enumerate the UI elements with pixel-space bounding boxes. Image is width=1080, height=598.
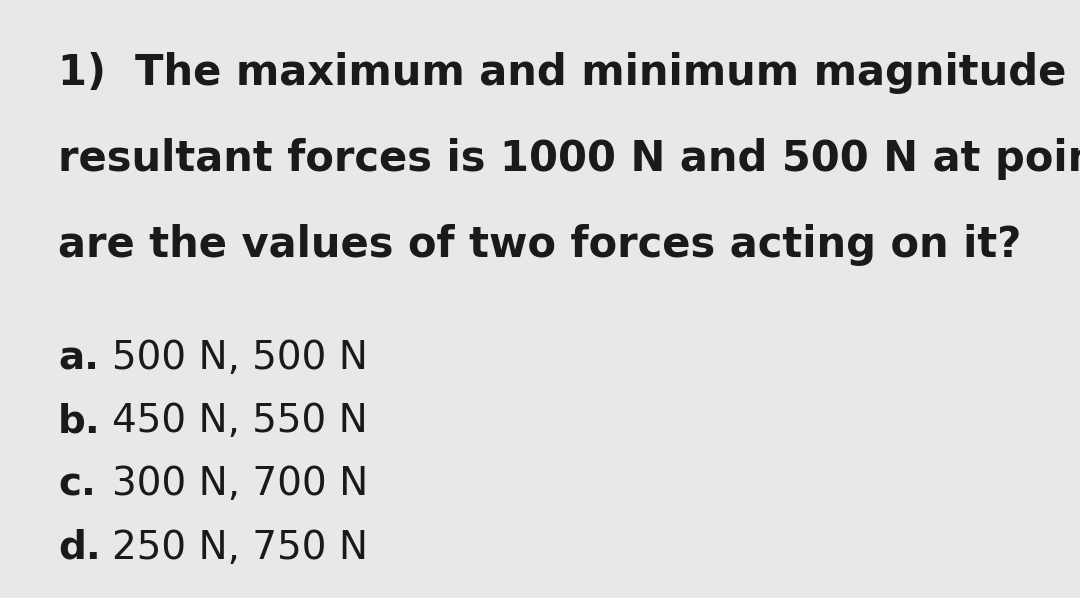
Text: 300 N, 700 N: 300 N, 700 N	[112, 465, 368, 504]
Text: resultant forces is 1000 N and 500 N at point. What: resultant forces is 1000 N and 500 N at …	[58, 138, 1080, 180]
Text: d.: d.	[58, 529, 100, 567]
Text: a.: a.	[58, 339, 99, 377]
Text: 250 N, 750 N: 250 N, 750 N	[112, 529, 368, 567]
Text: 1)  The maximum and minimum magnitude of: 1) The maximum and minimum magnitude of	[58, 52, 1080, 94]
Text: b.: b.	[58, 402, 100, 440]
Text: 500 N, 500 N: 500 N, 500 N	[112, 339, 367, 377]
Text: c.: c.	[58, 465, 96, 504]
Text: are the values of two forces acting on it?: are the values of two forces acting on i…	[58, 224, 1022, 266]
Text: 450 N, 550 N: 450 N, 550 N	[112, 402, 367, 440]
